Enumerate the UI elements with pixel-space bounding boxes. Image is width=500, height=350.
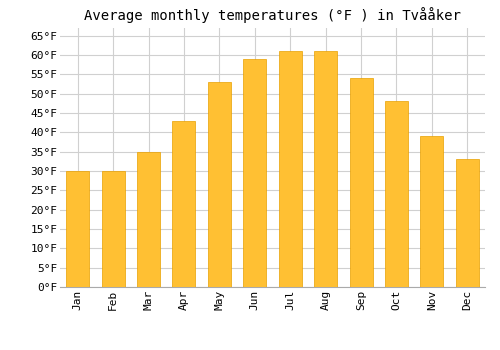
Bar	[208, 82, 231, 287]
Bar	[385, 102, 408, 287]
Bar	[137, 152, 160, 287]
Bar	[278, 51, 301, 287]
Bar	[102, 171, 124, 287]
Bar	[456, 160, 479, 287]
Bar	[350, 78, 372, 287]
Bar	[314, 51, 337, 287]
Bar	[244, 59, 266, 287]
Bar	[66, 171, 89, 287]
Bar	[420, 136, 444, 287]
Bar	[172, 121, 196, 287]
Title: Average monthly temperatures (°F ) in Tvååker: Average monthly temperatures (°F ) in Tv…	[84, 7, 461, 23]
